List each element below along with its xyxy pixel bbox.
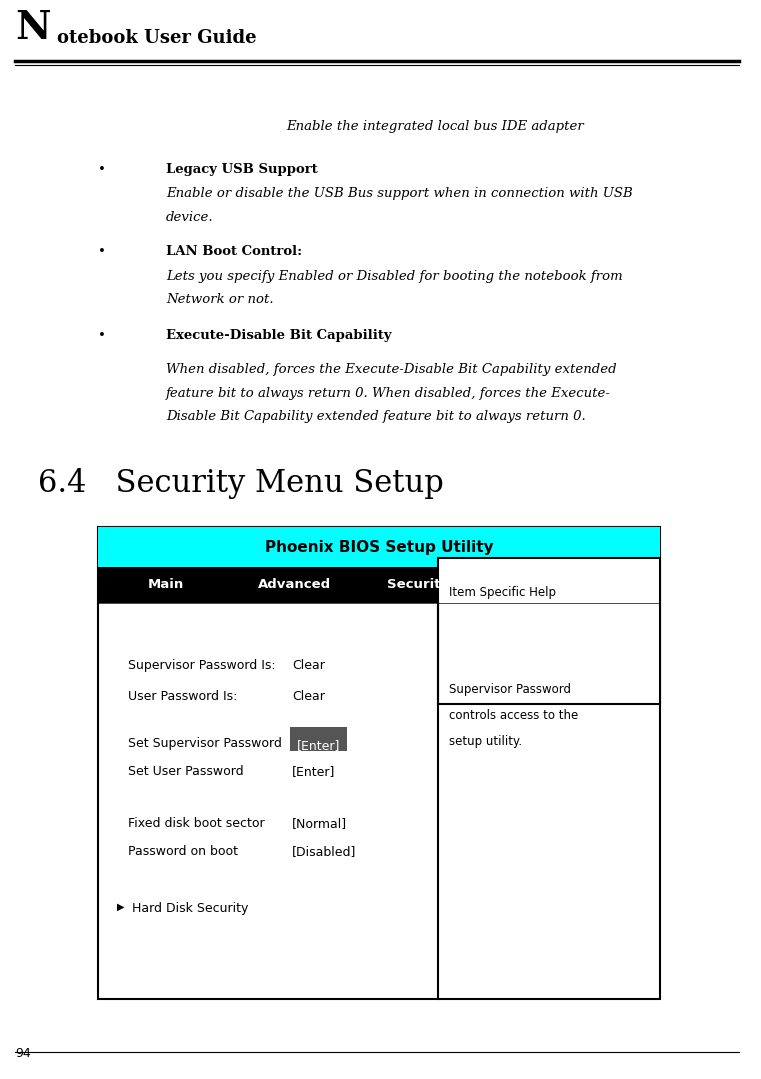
Text: controls access to the: controls access to the	[449, 709, 578, 722]
Bar	[98, 527, 660, 999]
Text: otebook User Guide: otebook User Guide	[56, 29, 256, 46]
Text: feature bit to always return 0. When disabled, forces the Execute-: feature bit to always return 0. When dis…	[166, 386, 611, 399]
Text: Legacy USB Support: Legacy USB Support	[166, 163, 317, 176]
Text: 6.4   Security Menu Setup: 6.4 Security Menu Setup	[38, 468, 444, 500]
Text: ▶: ▶	[117, 902, 124, 912]
Text: Disable Bit Capability extended feature bit to always return 0.: Disable Bit Capability extended feature …	[166, 410, 586, 423]
Text: [Disabled]: [Disabled]	[291, 845, 356, 859]
Text: •: •	[98, 329, 106, 342]
Text: setup utility.: setup utility.	[449, 735, 523, 748]
Text: Security: Security	[387, 578, 450, 591]
Text: When disabled, forces the Execute-Disable Bit Capability extended: When disabled, forces the Execute-Disabl…	[166, 363, 616, 377]
Bar	[98, 568, 660, 602]
Text: •: •	[98, 163, 106, 176]
Text: Enable the integrated local bus IDE adapter: Enable the integrated local bus IDE adap…	[287, 120, 584, 133]
Text: Password on boot: Password on boot	[128, 845, 238, 859]
Text: Execute-Disable Bit Capability: Execute-Disable Bit Capability	[166, 329, 392, 342]
Bar	[291, 727, 347, 751]
Text: 94: 94	[15, 1047, 31, 1060]
Text: Hard Disk Security: Hard Disk Security	[132, 902, 248, 915]
Bar	[438, 558, 660, 704]
Text: User Password Is:: User Password Is:	[128, 689, 237, 702]
Text: Clear: Clear	[291, 689, 325, 702]
Text: •: •	[98, 245, 106, 258]
Text: Main: Main	[148, 578, 183, 591]
Text: [Enter]: [Enter]	[298, 739, 341, 752]
Text: [Normal]: [Normal]	[291, 817, 347, 830]
Bar	[98, 527, 660, 568]
Text: Lets you specify Enabled or Disabled for booting the notebook from: Lets you specify Enabled or Disabled for…	[166, 270, 622, 283]
Text: Set Supervisor Password: Set Supervisor Password	[128, 737, 282, 750]
Text: Enable or disable the USB Bus support when in connection with USB: Enable or disable the USB Bus support wh…	[166, 188, 632, 201]
Text: Item Specific Help: Item Specific Help	[449, 586, 556, 599]
Text: Fixed disk boot sector: Fixed disk boot sector	[128, 817, 265, 830]
Text: Clear: Clear	[291, 659, 325, 672]
Text: Supervisor Password: Supervisor Password	[449, 683, 572, 696]
Text: Boot: Boot	[514, 578, 548, 591]
Text: Set User Password: Set User Password	[128, 765, 244, 778]
Text: Supervisor Password Is:: Supervisor Password Is:	[128, 659, 275, 672]
Text: device.: device.	[166, 210, 214, 223]
Text: [Enter]: [Enter]	[291, 765, 335, 778]
Text: Advanced: Advanced	[258, 578, 331, 591]
Text: Network or not.: Network or not.	[166, 293, 273, 306]
Text: Phoenix BIOS Setup Utility: Phoenix BIOS Setup Utility	[265, 540, 493, 555]
Text: Exit: Exit	[600, 578, 629, 591]
Text: N: N	[15, 9, 50, 46]
Text: LAN Boot Control:: LAN Boot Control:	[166, 245, 302, 258]
